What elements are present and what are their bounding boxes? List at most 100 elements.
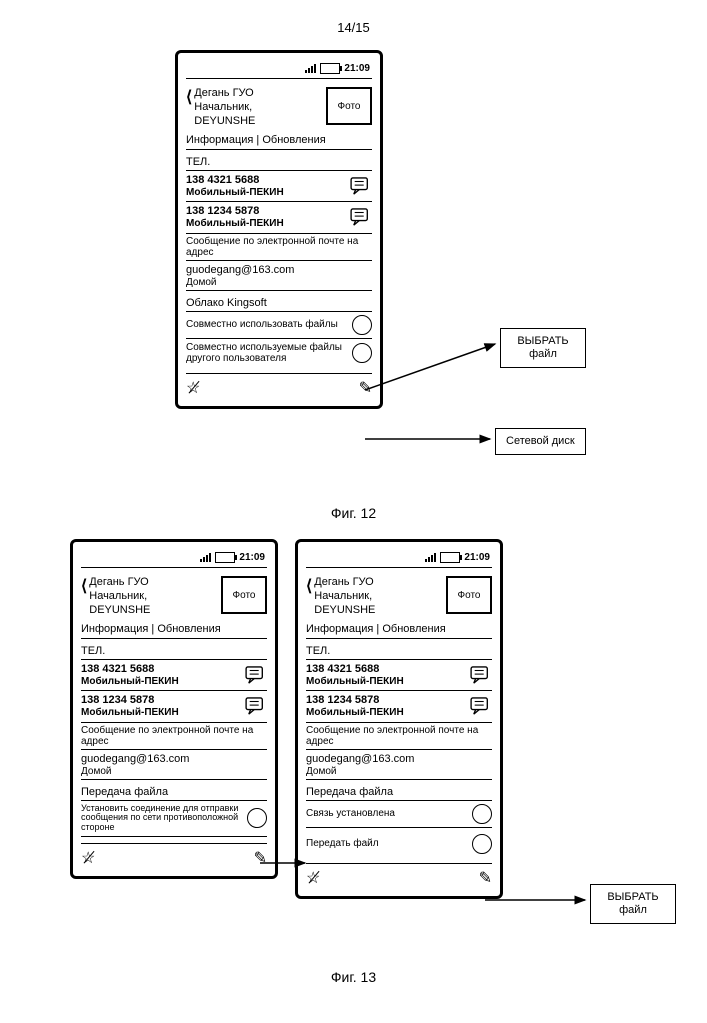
bottom-bar: ☆̸ ✎ bbox=[186, 373, 372, 398]
bottom-bar: ☆̸ ✎ bbox=[306, 863, 492, 888]
phone1-label: Мобильный-ПЕКИН bbox=[186, 187, 284, 199]
others-files-text: Совместно используемые файлы другого пол… bbox=[186, 342, 352, 364]
message-icon[interactable] bbox=[245, 666, 267, 684]
tabs: Информация | Обновления bbox=[186, 134, 372, 150]
star-icon[interactable]: ☆̸ bbox=[306, 868, 320, 888]
arrow-2 bbox=[365, 434, 505, 444]
status-time: 21:09 bbox=[464, 552, 490, 563]
signal-icon bbox=[305, 64, 316, 73]
contact-header: ⟨ Дегань ГУО Начальник, DEYUNSHE Фото bbox=[186, 85, 372, 134]
phone-fig12: 21:09 ⟨ Дегань ГУО Начальник, DEYUNSHE Ф… bbox=[175, 50, 383, 409]
tab-info[interactable]: Информация bbox=[186, 134, 253, 146]
phone-entry-2[interactable]: 138 1234 5878Мобильный-ПЕКИН bbox=[306, 691, 492, 722]
phone1-label: Мобильный-ПЕКИН bbox=[81, 676, 179, 688]
contact-name-3: DEYUNSHE bbox=[314, 604, 375, 618]
battery-icon bbox=[440, 552, 460, 563]
tabs: Информация | Обновления bbox=[81, 623, 267, 639]
status-time: 21:09 bbox=[344, 63, 370, 74]
arrow-left-to-right bbox=[260, 857, 310, 869]
tab-updates[interactable]: Обновления bbox=[262, 134, 325, 146]
message-icon[interactable] bbox=[470, 697, 492, 715]
back-icon[interactable]: ⟨ bbox=[186, 87, 192, 107]
phone-entry-2[interactable]: 138 1234 5878Мобильный-ПЕКИН bbox=[81, 691, 267, 722]
back-icon[interactable]: ⟨ bbox=[306, 576, 312, 596]
phone2-number: 138 1234 5878 bbox=[81, 694, 179, 707]
home-label: Домой bbox=[186, 277, 372, 291]
message-icon[interactable] bbox=[245, 697, 267, 715]
connected-button[interactable] bbox=[472, 804, 492, 824]
phone-entry-1[interactable]: 138 4321 5688 Мобильный-ПЕКИН bbox=[186, 171, 372, 202]
photo-placeholder[interactable]: Фото bbox=[446, 576, 492, 614]
connected-row[interactable]: Связь установлена bbox=[306, 801, 492, 828]
phone2-number: 138 1234 5878 bbox=[306, 694, 404, 707]
tab-info[interactable]: Информация bbox=[81, 623, 148, 635]
contact-name-3: DEYUNSHE bbox=[89, 604, 150, 618]
email-address[interactable]: guodegang@163.com bbox=[81, 750, 267, 766]
others-files-row[interactable]: Совместно используемые файлы другого пол… bbox=[186, 339, 372, 367]
email-address[interactable]: guodegang@163.com bbox=[186, 261, 372, 277]
contact-name-2: Начальник, bbox=[89, 590, 150, 604]
share-files-button[interactable] bbox=[352, 315, 372, 335]
tel-label: ТЕЛ. bbox=[81, 642, 267, 660]
battery-icon bbox=[320, 63, 340, 74]
phone1-number: 138 4321 5688 bbox=[81, 663, 179, 676]
connected-text: Связь установлена bbox=[306, 808, 395, 819]
phone1-number: 138 4321 5688 bbox=[186, 174, 284, 187]
figure-12: 21:09 ⟨ Дегань ГУО Начальник, DEYUNSHE Ф… bbox=[20, 50, 687, 540]
email-address[interactable]: guodegang@163.com bbox=[306, 750, 492, 766]
message-icon[interactable] bbox=[350, 208, 372, 226]
status-bar: 21:09 bbox=[186, 61, 372, 79]
star-icon[interactable]: ☆̸ bbox=[186, 378, 200, 398]
tab-updates[interactable]: Обновления bbox=[382, 623, 445, 635]
contact-name: Дегань ГУО Начальник, DEYUNSHE bbox=[314, 576, 375, 617]
tabs: Информация | Обновления bbox=[306, 623, 492, 639]
contact-header: ⟨ Дегань ГУО Начальник, DEYUNSHE Фото bbox=[306, 574, 492, 623]
home-label: Домой bbox=[306, 766, 492, 780]
battery-icon bbox=[215, 552, 235, 563]
tab-info[interactable]: Информация bbox=[306, 623, 373, 635]
arrow-right-to-callout bbox=[485, 894, 595, 906]
callout-network-disk: Сетевой диск bbox=[495, 428, 586, 455]
status-bar: 21:09 bbox=[306, 550, 492, 568]
contact-name-1: Дегань ГУО bbox=[314, 576, 375, 590]
tel-label: ТЕЛ. bbox=[306, 642, 492, 660]
contact-name-2: Начальник, bbox=[314, 590, 375, 604]
email-section-label: Сообщение по электронной почте на адрес bbox=[306, 723, 492, 750]
transfer-file-text: Передать файл bbox=[306, 838, 379, 849]
share-files-row[interactable]: Совместно использовать файлы bbox=[186, 312, 372, 339]
photo-placeholder[interactable]: Фото bbox=[326, 87, 372, 125]
callout-select-file: ВЫБРАТЬ файл bbox=[500, 328, 586, 368]
message-icon[interactable] bbox=[350, 177, 372, 195]
tel-label: ТЕЛ. bbox=[186, 153, 372, 171]
signal-icon bbox=[200, 553, 211, 562]
figure-13: 21:09 ⟨ Дегань ГУО Начальник, DEYUNSHE Ф… bbox=[20, 539, 687, 969]
phone-entry-1[interactable]: 138 4321 5688Мобильный-ПЕКИН bbox=[81, 660, 267, 691]
connect-row[interactable]: Установить соединение для отправки сообщ… bbox=[81, 801, 267, 838]
phone-entry-2[interactable]: 138 1234 5878 Мобильный-ПЕКИН bbox=[186, 202, 372, 233]
phone2-number: 138 1234 5878 bbox=[186, 205, 284, 218]
phone-entry-1[interactable]: 138 4321 5688Мобильный-ПЕКИН bbox=[306, 660, 492, 691]
edit-icon[interactable]: ✎ bbox=[479, 868, 492, 888]
back-icon[interactable]: ⟨ bbox=[81, 576, 87, 596]
phone1-number: 138 4321 5688 bbox=[306, 663, 404, 676]
transfer-file-row[interactable]: Передать файл bbox=[306, 828, 492, 857]
message-icon[interactable] bbox=[470, 666, 492, 684]
status-bar: 21:09 bbox=[81, 550, 267, 568]
bottom-bar: ☆̸ ✎ bbox=[81, 843, 267, 868]
home-label: Домой bbox=[81, 766, 267, 780]
connect-button[interactable] bbox=[247, 808, 267, 828]
contact-name: Дегань ГУО Начальник, DEYUNSHE bbox=[89, 576, 150, 617]
transfer-header: Передача файла bbox=[306, 783, 492, 801]
phone-fig13-left: 21:09 ⟨ Дегань ГУО Начальник, DEYUNSHE Ф… bbox=[70, 539, 278, 879]
tab-updates[interactable]: Обновления bbox=[157, 623, 220, 635]
star-icon[interactable]: ☆̸ bbox=[81, 848, 95, 868]
email-section-label: Сообщение по электронной почте на адрес bbox=[81, 723, 267, 750]
phone-fig13-right: 21:09 ⟨ Дегань ГУО Начальник, DEYUNSHE Ф… bbox=[295, 539, 503, 899]
email-section-label: Сообщение по электронной почте на адрес bbox=[186, 234, 372, 261]
contact-name-1: Дегань ГУО bbox=[194, 87, 255, 101]
photo-placeholder[interactable]: Фото bbox=[221, 576, 267, 614]
transfer-header: Передача файла bbox=[81, 783, 267, 801]
share-files-text: Совместно использовать файлы bbox=[186, 319, 338, 330]
connect-text: Установить соединение для отправки сообщ… bbox=[81, 804, 247, 834]
transfer-file-button[interactable] bbox=[472, 834, 492, 854]
